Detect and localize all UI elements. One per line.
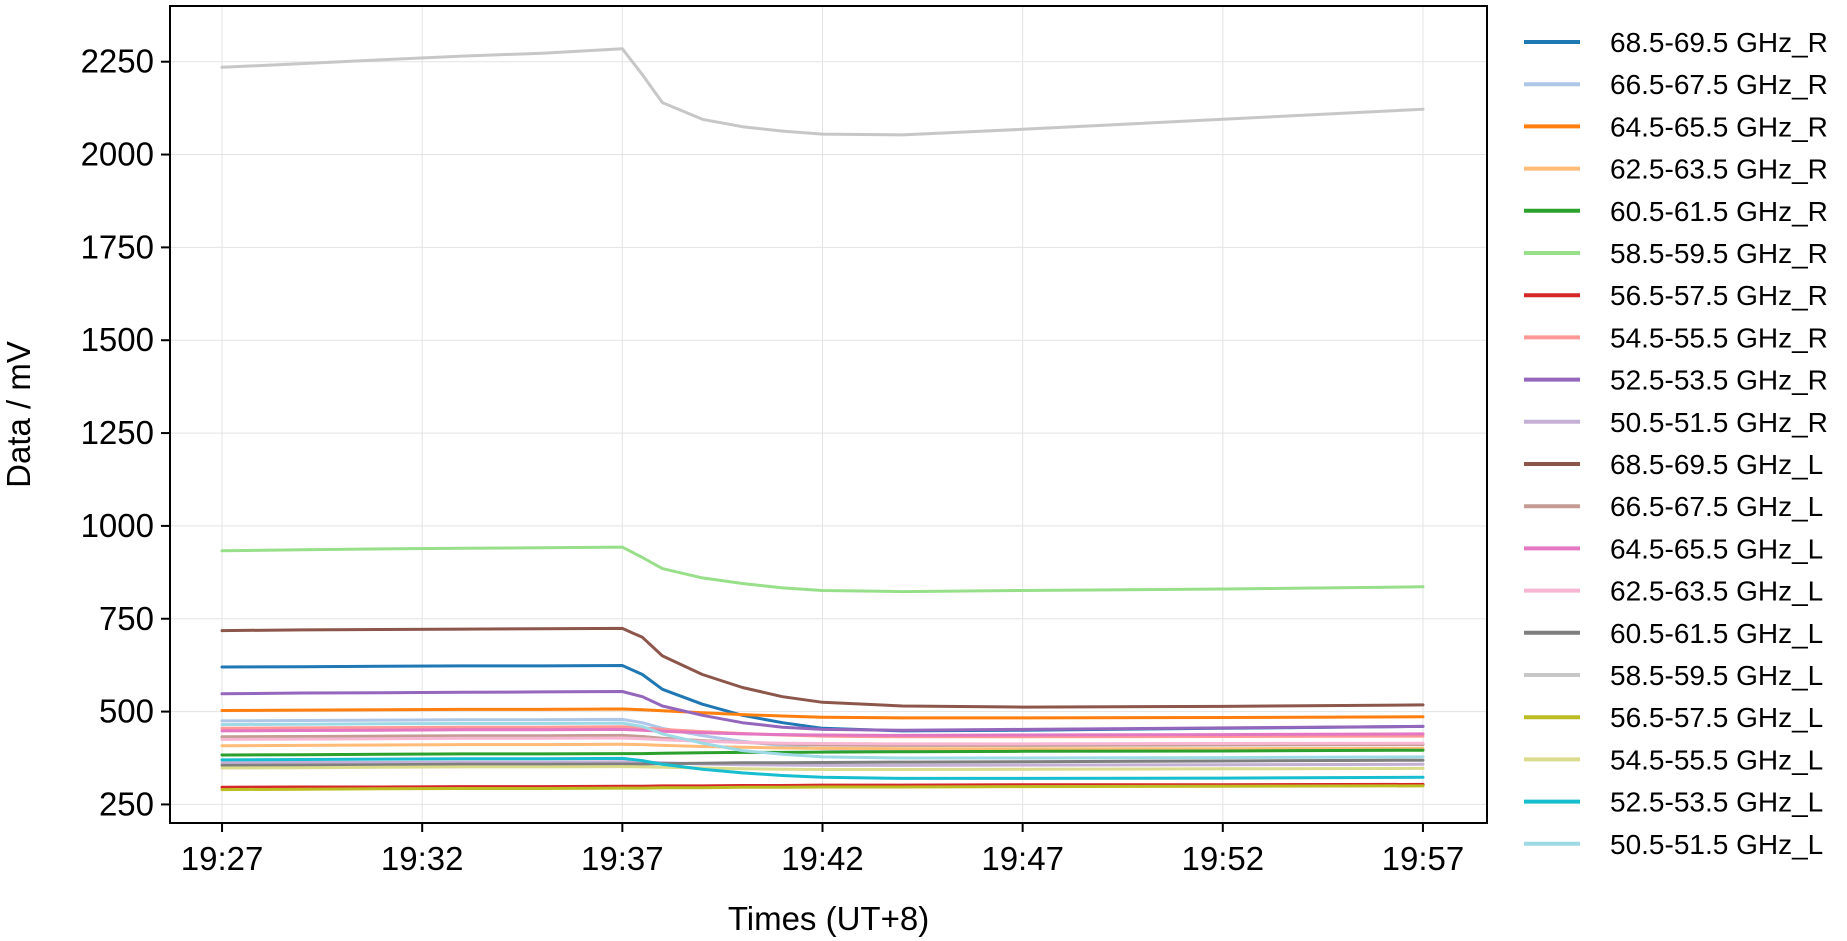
series-line-13: [220, 727, 1425, 737]
legend-label: 62.5-63.5 GHz_L: [1610, 576, 1823, 607]
legend-label: 68.5-69.5 GHz_R: [1610, 27, 1828, 58]
legend-label: 66.5-67.5 GHz_R: [1610, 69, 1828, 100]
legend-label: 54.5-55.5 GHz_R: [1610, 322, 1828, 353]
x-tick-label: 19:52: [1182, 840, 1265, 877]
x-tick-label: 19:57: [1382, 840, 1465, 877]
legend-label: 64.5-65.5 GHz_L: [1610, 533, 1823, 564]
y-axis-ticks: 250 500 750 1000 1250 1500 1750 2000 2250: [81, 43, 170, 822]
series-line-7: [220, 782, 1425, 789]
legend-label: 54.5-55.5 GHz_L: [1610, 744, 1823, 775]
y-axis-label: Data / mV: [0, 341, 37, 488]
series-line-17: [220, 784, 1425, 792]
series-line-14: [220, 736, 1425, 746]
y-tick-label: 2250: [81, 43, 154, 80]
series-line-15: [220, 758, 1425, 767]
series-line-4: [220, 742, 1425, 751]
legend: 68.5-69.5 GHz_R 66.5-67.5 GHz_R 64.5-65.5 …: [1524, 27, 1828, 860]
x-tick-label: 19:27: [181, 840, 264, 877]
series-line-9: [220, 690, 1425, 732]
series-lines: [220, 47, 1425, 792]
y-tick-label: 2000: [81, 136, 154, 173]
y-tick-label: 1750: [81, 228, 154, 265]
legend-label: 64.5-65.5 GHz_R: [1610, 111, 1828, 142]
series-line-6: [220, 545, 1425, 594]
x-axis-label: Times (UT+8): [728, 900, 929, 937]
legend-label: 50.5-51.5 GHz_R: [1610, 407, 1828, 438]
legend-label: 66.5-67.5 GHz_L: [1610, 491, 1823, 522]
series-line-19: [220, 756, 1425, 780]
series-line-16: [220, 47, 1425, 137]
legend-label: 58.5-59.5 GHz_L: [1610, 660, 1823, 691]
series-line-8: [220, 725, 1425, 739]
legend-label: 56.5-57.5 GHz_L: [1610, 702, 1823, 733]
y-tick-label: 1250: [81, 414, 154, 451]
legend-label: 60.5-61.5 GHz_L: [1610, 618, 1823, 649]
x-axis-ticks: 19:27 19:32 19:37 19:42 19:47 19:52 19:57: [181, 823, 1465, 877]
legend-label: 52.5-53.5 GHz_L: [1610, 787, 1823, 818]
y-tick-label: 750: [99, 600, 154, 637]
plot-frame: [169, 5, 1488, 824]
y-tick-label: 1000: [81, 507, 154, 544]
legend-label: 50.5-51.5 GHz_L: [1610, 829, 1823, 860]
x-tick-label: 19:47: [981, 840, 1064, 877]
legend-label: 52.5-53.5 GHz_R: [1610, 365, 1828, 396]
y-tick-label: 1500: [81, 321, 154, 358]
legend-label: 62.5-63.5 GHz_R: [1610, 154, 1828, 185]
y-tick-label: 250: [99, 785, 154, 822]
legend-label: 68.5-69.5 GHz_L: [1610, 449, 1823, 480]
grid: [170, 6, 1487, 823]
legend-label: 56.5-57.5 GHz_R: [1610, 280, 1828, 311]
legend-label: 60.5-61.5 GHz_R: [1610, 196, 1828, 227]
y-tick-label: 500: [99, 693, 154, 730]
series-line-11: [220, 626, 1425, 709]
series-line-20: [220, 721, 1425, 760]
x-tick-label: 19:37: [581, 840, 664, 877]
x-tick-label: 19:42: [781, 840, 864, 877]
legend-label: 58.5-59.5 GHz_R: [1610, 238, 1828, 269]
x-tick-label: 19:32: [381, 840, 464, 877]
series-line-5: [220, 748, 1425, 757]
